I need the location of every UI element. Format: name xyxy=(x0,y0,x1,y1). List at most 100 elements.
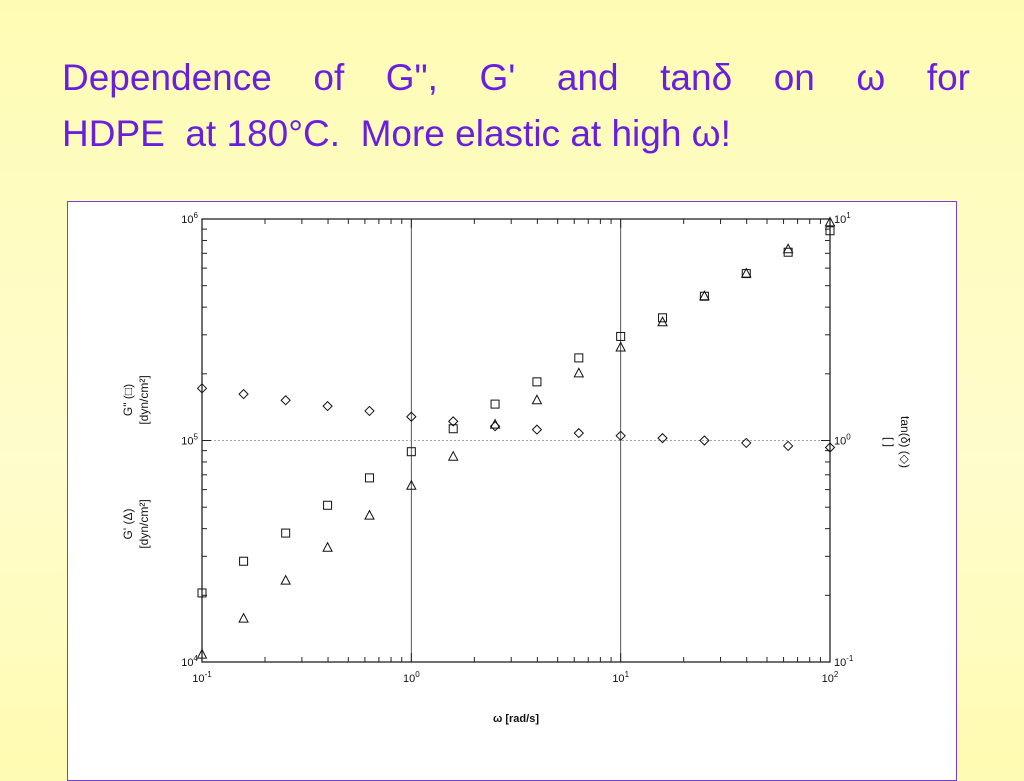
slide-title: Dependence of G", G' and tanδ on ω for H… xyxy=(62,50,970,162)
gprime-point xyxy=(740,267,752,278)
tandelta-point xyxy=(573,427,585,439)
gprime-point xyxy=(699,290,710,301)
title-word: of xyxy=(313,57,345,98)
tandelta-point xyxy=(489,421,501,432)
tick-exponent: 1 xyxy=(846,211,851,220)
y-right-tick-label: 10-1 xyxy=(834,654,854,669)
tick-base: 10 xyxy=(192,673,204,685)
x-tick-label: 102 xyxy=(822,670,839,685)
tick-exponent: -1 xyxy=(846,654,854,663)
gdoubleprime-point xyxy=(197,588,207,598)
title-word: G", xyxy=(385,57,438,98)
y-left-tick-label: 105 xyxy=(181,433,198,448)
y-left-bottom-title: G' (Δ) xyxy=(121,509,135,540)
title-line-1: Dependence of G", G' and tanδ on ω for xyxy=(62,50,970,106)
gdoubleprime-point xyxy=(616,331,626,341)
gprime-point xyxy=(573,367,585,378)
tick-base: 10 xyxy=(834,657,846,669)
gprime-point xyxy=(196,648,208,659)
gprime-point xyxy=(447,450,459,461)
tick-exponent: 5 xyxy=(194,433,199,442)
title-line-2: HDPE at 180°C. More elastic at high ω! xyxy=(62,113,731,154)
y-left-tick-label: 106 xyxy=(181,211,198,226)
tick-base: 10 xyxy=(181,657,193,669)
y-right-units: [ ] xyxy=(882,437,896,447)
gprime-point xyxy=(238,612,249,623)
y-left-tick-label: 104 xyxy=(181,654,198,669)
tandelta-point xyxy=(699,435,710,446)
tandelta-point xyxy=(615,430,626,442)
gprime-point xyxy=(489,418,501,429)
title-word: and xyxy=(556,57,619,98)
tandelta-point xyxy=(531,424,543,435)
tick-base: 10 xyxy=(612,673,624,685)
y-left-top-title: G" (□) xyxy=(121,384,135,416)
y-left-bottom-units: [dyn/cm²] xyxy=(137,499,151,548)
tick-base: 10 xyxy=(834,436,846,448)
title-word: ω xyxy=(856,57,886,98)
gdoubleprime-point xyxy=(448,424,458,434)
tandelta-point xyxy=(447,416,459,427)
tandelta-point xyxy=(364,405,375,417)
gprime-point xyxy=(531,394,543,405)
gprime-point xyxy=(782,243,794,254)
tick-exponent: -1 xyxy=(205,670,213,679)
x-axis-title: ω [rad/s] xyxy=(493,713,539,725)
tandelta-point xyxy=(657,432,668,444)
tandelta-point xyxy=(280,395,291,406)
y-right-tick-label: 100 xyxy=(834,433,851,448)
tandelta-point xyxy=(741,437,752,449)
gdoubleprime-point xyxy=(406,447,416,457)
title-word: Dependence xyxy=(62,57,272,98)
y-left-top-units: [dyn/cm²] xyxy=(137,375,151,424)
tick-marks xyxy=(201,219,830,663)
tick-base: 10 xyxy=(834,214,846,226)
tick-exponent: 1 xyxy=(625,670,630,679)
tick-base: 10 xyxy=(181,436,193,448)
title-word: for xyxy=(926,57,970,98)
y-right-tick-label: 101 xyxy=(834,211,851,226)
x-tick-label: 100 xyxy=(403,670,420,685)
tandelta-point xyxy=(322,400,333,412)
tick-base: 10 xyxy=(822,673,834,685)
tick-exponent: 2 xyxy=(834,670,839,679)
gdoubleprime-point xyxy=(364,473,374,483)
tick-exponent: 0 xyxy=(415,670,420,679)
tick-exponent: 6 xyxy=(194,211,199,220)
gdoubleprime-point xyxy=(239,556,249,566)
gprime-point xyxy=(657,316,668,327)
axis-titles: ω [rad/s]G" (□) [dyn/cm²]G' (Δ) [dyn/cm²]t… xyxy=(121,375,912,725)
gprime-point xyxy=(364,509,375,520)
x-tick-label: 10-1 xyxy=(192,670,212,685)
tick-exponent: 4 xyxy=(194,654,199,663)
gprime-point xyxy=(280,574,291,585)
tandelta-point xyxy=(824,442,836,453)
gdoubleprime-point xyxy=(825,226,835,236)
gdoubleprime-point xyxy=(323,500,333,510)
gprime-point xyxy=(406,479,417,490)
gdoubleprime-point xyxy=(574,353,584,363)
gdoubleprime-point xyxy=(532,377,542,387)
tandelta-point xyxy=(782,440,794,452)
gdoubleprime-point xyxy=(658,313,668,323)
tick-base: 10 xyxy=(181,214,193,226)
tandelta-point xyxy=(238,388,249,400)
y-right-title: tan(δ) (◇) xyxy=(898,416,912,468)
data-points xyxy=(196,216,836,659)
gprime-point xyxy=(824,216,836,227)
tick-base: 10 xyxy=(403,673,415,685)
grid-lines xyxy=(202,219,830,662)
title-word: on xyxy=(773,57,815,98)
tick-exponent: 0 xyxy=(846,433,851,442)
gdoubleprime-point xyxy=(281,528,291,538)
chart-frame: 10-1 100 101 102 104 105 106 10-1 100 101 ω [rad/… xyxy=(67,201,957,781)
gprime-point xyxy=(615,341,626,352)
x-tick-label: 101 xyxy=(612,670,629,685)
title-word: tanδ xyxy=(660,57,733,98)
gdoubleprime-point xyxy=(490,399,500,409)
title-word: G' xyxy=(479,57,516,98)
tandelta-point xyxy=(196,383,208,394)
tandelta-point xyxy=(406,411,417,422)
